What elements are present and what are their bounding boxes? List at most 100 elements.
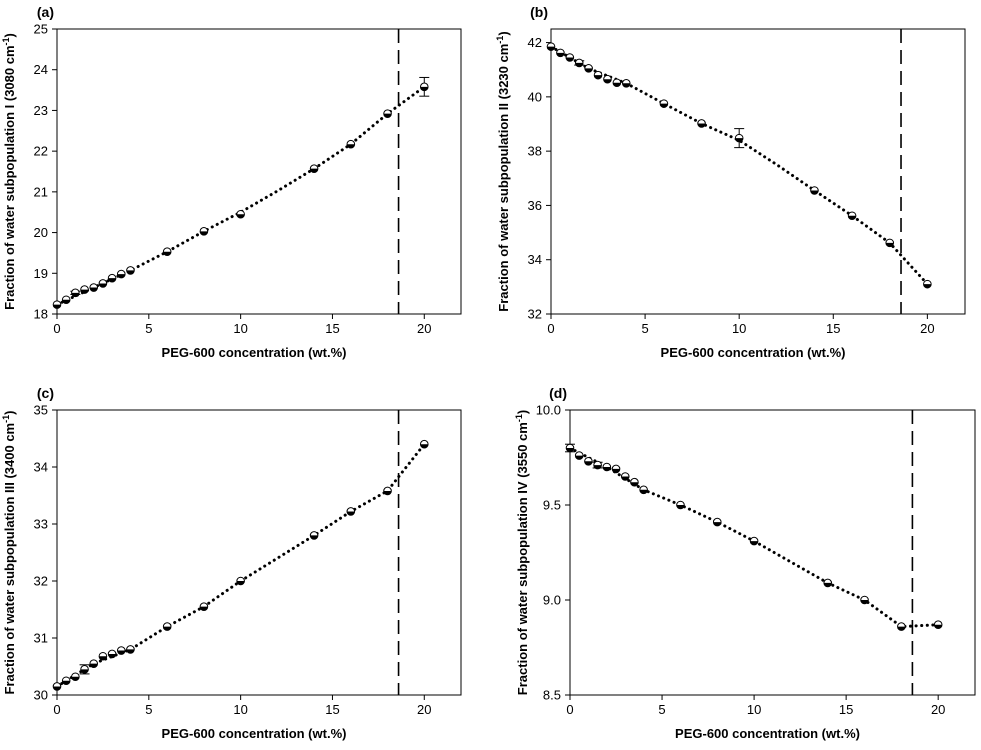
data-point (611, 464, 621, 474)
data-point (98, 279, 108, 288)
y-tick-label: 22 (34, 144, 48, 159)
data-point (584, 457, 593, 466)
x-tick-label: 0 (547, 321, 554, 336)
x-tick-label: 20 (920, 321, 934, 336)
data-point (309, 531, 319, 540)
data-point (162, 247, 172, 257)
panel-label: (b) (530, 4, 548, 20)
y-tick-label: 32 (528, 307, 542, 322)
y-tick-label: 34 (528, 252, 542, 267)
y-tick-label: 18 (34, 307, 48, 322)
data-point (89, 283, 99, 292)
data-point (734, 133, 744, 143)
x-tick-label: 15 (839, 702, 853, 717)
data-point (80, 665, 89, 674)
data-point (126, 266, 135, 275)
y-tick-label: 21 (34, 184, 48, 199)
data-point (697, 119, 706, 128)
y-tick-label: 9.5 (543, 498, 561, 513)
x-tick-label: 15 (325, 321, 339, 336)
plot-frame (550, 28, 966, 315)
data-point (584, 64, 593, 73)
data-point (236, 576, 245, 586)
data-point (116, 646, 126, 655)
data-point (860, 595, 869, 605)
data-point (574, 451, 584, 460)
x-axis-title: PEG-600 concentration (wt.%) (675, 726, 860, 741)
data-point (593, 460, 602, 470)
y-axis-title: Fraction of water subpopulation II (3230… (495, 31, 511, 311)
data-point (419, 82, 429, 92)
x-axis-title: PEG-600 concentration (wt.%) (661, 345, 846, 360)
data-point (199, 602, 209, 611)
panel-label: (a) (37, 4, 54, 20)
data-point (823, 578, 833, 588)
data-point (565, 443, 575, 453)
panel-b: 0 5 10 15 20 32 34 36 38 40 42 PEG-600 concentratio… (495, 4, 966, 360)
data-point (602, 462, 612, 472)
y-tick-label: 36 (528, 198, 542, 213)
y-tick-label: 32 (34, 574, 48, 589)
data-point (162, 622, 172, 631)
y-tick-label: 24 (34, 62, 48, 77)
y-tick-label: 10.0 (536, 403, 561, 418)
data-point (630, 477, 639, 487)
data-point (383, 486, 392, 496)
data-point (199, 227, 209, 236)
data-point (107, 273, 117, 283)
plot-frame (56, 409, 462, 696)
y-tick-label: 25 (34, 22, 48, 37)
data-point (107, 649, 117, 659)
x-tick-label: 10 (732, 321, 746, 336)
x-tick-label: 0 (53, 702, 60, 717)
x-tick-label: 20 (931, 702, 945, 717)
x-tick-label: 20 (417, 321, 431, 336)
data-point (52, 682, 62, 691)
panel-c: 0 5 10 15 20 30 31 32 33 34 35 PEG-600 concentratio… (1, 385, 462, 741)
data-point (749, 536, 759, 546)
panel-label: (d) (549, 385, 567, 401)
y-tick-label: 35 (34, 403, 48, 418)
y-axis-title: Fraction of water subpopulation IV (3550… (514, 410, 530, 695)
y-tick-label: 23 (34, 103, 48, 118)
x-tick-label: 5 (658, 702, 665, 717)
data-point (89, 659, 99, 668)
y-axis-title: Fraction of water subpopulation III (340… (1, 411, 17, 695)
plot-frame (56, 28, 462, 315)
data-point (80, 285, 89, 294)
data-point (923, 279, 932, 289)
data-point (712, 517, 722, 527)
panel-a: 0 5 10 15 20 18 19 20 21 22 23 24 25 PEG-600 concentr… (1, 4, 462, 360)
data-point (383, 109, 392, 118)
fit-dotted-line (55, 85, 426, 307)
data-point (659, 99, 669, 108)
y-tick-label: 19 (34, 266, 48, 281)
x-tick-label: 10 (233, 321, 247, 336)
y-tick-label: 34 (34, 460, 48, 475)
data-point (309, 164, 319, 173)
data-point (419, 439, 429, 449)
x-tick-label: 5 (641, 321, 648, 336)
data-point (346, 507, 356, 516)
x-tick-label: 5 (145, 321, 152, 336)
data-point (612, 78, 622, 88)
x-tick-label: 10 (233, 702, 247, 717)
y-tick-label: 40 (528, 89, 542, 104)
data-point (593, 70, 603, 80)
data-point (71, 288, 80, 298)
y-tick-label: 38 (528, 144, 542, 159)
data-point (116, 269, 126, 279)
data-point (565, 53, 575, 62)
data-point (885, 238, 895, 248)
data-point (52, 300, 62, 309)
data-point (574, 58, 584, 68)
x-tick-label: 0 (566, 702, 573, 717)
data-point (603, 74, 612, 84)
panel-d: 0 5 10 15 20 8.5 9.0 9.5 10.0 PEG-600 concentrati… (514, 385, 976, 741)
data-point (847, 211, 857, 221)
x-tick-label: 0 (53, 321, 60, 336)
data-point (61, 676, 71, 686)
y-axis-title: Fraction of water subpopulation I (3080 … (1, 33, 17, 310)
data-point (61, 295, 71, 305)
